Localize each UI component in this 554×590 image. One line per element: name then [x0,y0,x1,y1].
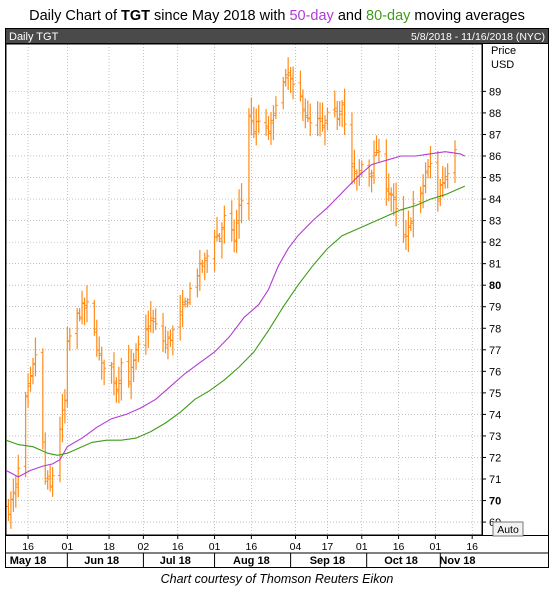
y-tick-label: 81 [489,259,501,271]
y-tick-label: 84 [489,194,501,206]
title-middle: since May 2018 with [150,8,290,24]
y-tick-label: 89 [489,86,501,98]
y-tick-label: 86 [489,151,501,163]
x-axis: 16 01 18 02 16 01 16 04 17 01 16 01 16 May 18 Jun 18 Ju… [6,535,548,567]
month-label: May 18 [10,555,47,567]
x-tick-label: 04 [290,541,302,553]
x-tick-label: 18 [103,541,115,553]
title-ticker: TGT [121,8,151,24]
ma-line-80-day [5,185,466,456]
month-label: Jun 18 [84,555,119,567]
y-tick-label: 88 [489,108,501,120]
caption: Chart courtesy of Thomson Reuters Eikon [160,572,394,586]
ma-line-50-day [5,151,466,478]
x-tick-label: 17 [322,541,334,553]
panel-title: Daily TGT [9,31,59,43]
y-tick-label: 71 [489,474,501,486]
x-tick-label: 16 [246,541,258,553]
title-ma80-label: 80-day [366,8,411,24]
y-tick-label: 85 [489,173,501,185]
y-tick-label: 80 [489,280,501,292]
x-tick-label: 02 [138,541,150,553]
x-tick-label: 16 [466,541,478,553]
month-label: Nov 18 [439,555,475,567]
panel-header [6,29,548,43]
y-tick-label: 75 [489,388,501,400]
plot-background [6,44,482,535]
y-tick-label: 70 [489,496,501,508]
x-tick-label: 16 [393,541,405,553]
ohlc-bars [6,57,458,529]
title-ma50-label: 50-day [289,8,334,24]
y-tick-label: 72 [489,452,501,464]
date-range-label: 5/8/2018 - 11/16/2018 (NYC) [411,31,545,43]
y-tick-label: 83 [489,216,501,228]
month-label: Sep 18 [310,555,345,567]
month-label: Jul 18 [160,555,191,567]
y-tick-label: 87 [489,129,501,141]
y-tick-label: 78 [489,323,501,335]
y-axis: 6970717273747576777879808182838485868788… [482,86,501,529]
auto-button-label: Auto [497,524,519,536]
auto-button[interactable]: Auto [492,521,524,537]
month-label: Oct 18 [384,555,418,567]
y-tick-label: 82 [489,237,501,249]
y-axis-background [483,44,548,535]
x-tick-label: 01 [61,541,73,553]
x-axis-background [6,536,548,567]
y-tick-label: 77 [489,345,501,357]
x-tick-label: 01 [356,541,368,553]
month-label: Aug 18 [233,555,270,567]
price-chart: Daily TGT 5/8/2018 - 11/16/2018 (NYC) 69… [5,28,549,568]
y-tick-label: 76 [489,366,501,378]
axis-unit: USD [491,59,514,71]
x-tick-label: 01 [430,541,442,553]
plot-frame [5,43,483,536]
moving-averages [5,151,466,478]
axis-title: Price [491,45,516,57]
x-tick-label: 16 [172,541,184,553]
chart-title: Daily Chart of TGT since May 2018 with 5… [0,8,554,24]
y-tick-label: 73 [489,431,501,443]
title-and: and [333,8,367,24]
title-prefix: Daily Chart of [29,8,122,24]
x-tick-label: 01 [209,541,221,553]
y-tick-label: 74 [489,409,501,421]
title-suffix: moving averages [410,8,525,24]
y-tick-label: 79 [489,302,501,314]
x-tick-label: 16 [22,541,34,553]
grid-lines [5,43,483,536]
